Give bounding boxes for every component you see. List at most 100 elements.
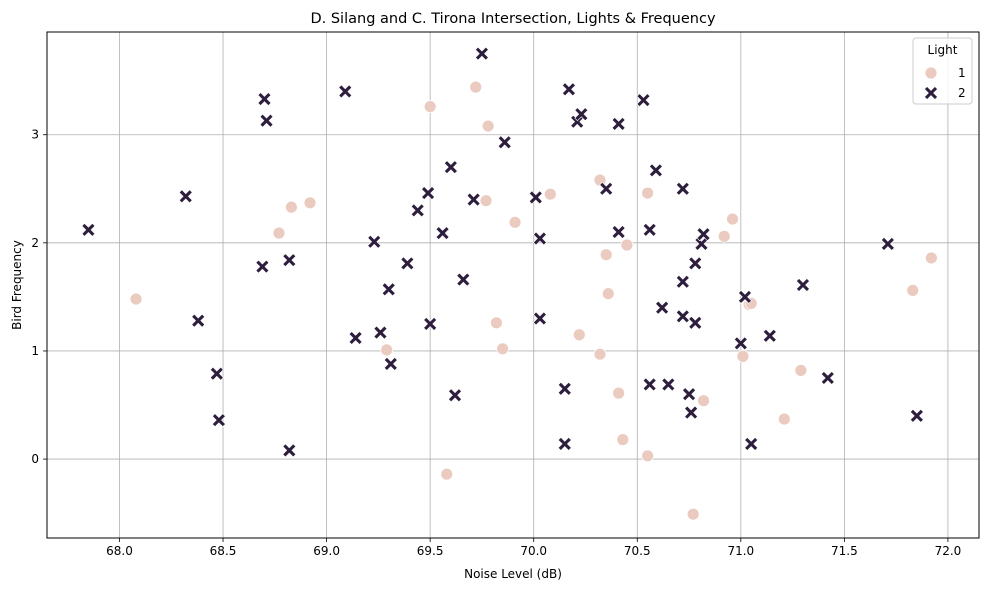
data-point-light-2 [694, 236, 709, 251]
data-point-light-1 [496, 342, 510, 356]
data-point-light-2 [599, 181, 614, 196]
chart-title: D. Silang and C. Tirona Intersection, Li… [310, 11, 715, 27]
data-point-light-2 [400, 256, 415, 271]
data-point-light-2 [423, 316, 438, 331]
data-point-light-1 [794, 364, 808, 377]
x-tick-label: 70.0 [520, 544, 547, 558]
data-point-light-2 [738, 289, 752, 304]
data-point-light-2 [611, 116, 626, 131]
data-point-light-1 [284, 200, 298, 214]
data-point-light-2 [421, 186, 436, 201]
data-point-light-2 [435, 226, 450, 241]
legend: Light 12 [912, 37, 973, 105]
legend-label-1: 1 [958, 66, 966, 80]
data-point-light-2 [675, 181, 690, 196]
data-point-light-1 [272, 226, 286, 240]
data-point-light-2 [348, 331, 363, 345]
y-tick-label: 0 [31, 452, 39, 466]
data-point-light-2 [688, 315, 703, 330]
x-axis-label: Noise Level (dB) [464, 567, 562, 581]
data-point-light-2 [367, 234, 382, 249]
legend-entries: 12 [924, 66, 966, 100]
data-point-light-2 [257, 92, 272, 106]
data-point-light-2 [675, 309, 690, 324]
data-point-light-2 [282, 443, 297, 458]
data-point-light-2 [282, 253, 297, 268]
data-point-light-2 [642, 377, 657, 392]
data-point-light-2 [762, 328, 777, 343]
data-point-light-1 [479, 194, 493, 208]
data-point-light-1 [777, 412, 791, 426]
data-point-light-2 [443, 160, 458, 175]
data-point-light-1 [481, 119, 495, 133]
data-point-light-1 [129, 292, 143, 306]
data-point-light-1 [620, 238, 634, 252]
data-point-light-2 [338, 84, 353, 99]
data-point-light-2 [209, 366, 224, 381]
data-point-light-2 [497, 135, 512, 150]
data-point-light-1 [726, 212, 739, 226]
data-point-light-2 [648, 163, 663, 178]
data-point-light-1 [612, 386, 626, 400]
data-point-light-1 [490, 316, 503, 330]
data-point-light-2 [191, 313, 206, 328]
data-points [81, 46, 938, 521]
data-point-light-1 [303, 196, 317, 210]
data-point-light-2 [456, 272, 471, 287]
x-tick-label: 70.5 [624, 544, 651, 558]
y-tick-label: 1 [31, 344, 39, 358]
legend-title: Light [928, 43, 958, 57]
data-point-light-1 [697, 394, 710, 408]
data-point-light-2 [796, 278, 810, 292]
data-point-light-2 [820, 371, 835, 385]
data-point-light-2 [909, 408, 924, 423]
data-point-light-2 [655, 300, 670, 315]
data-point-light-2 [211, 413, 226, 428]
data-point-light-1 [423, 100, 437, 114]
data-point-light-1 [440, 467, 454, 481]
data-point-light-1 [599, 248, 613, 262]
data-point-light-2 [744, 437, 759, 451]
data-point-light-2 [410, 203, 425, 218]
data-point-light-2 [675, 274, 690, 289]
x-tick-label: 72.0 [935, 544, 962, 558]
data-point-light-2 [178, 189, 193, 204]
data-point-light-2 [611, 225, 626, 239]
data-point-light-2 [259, 113, 274, 128]
data-point-light-2 [466, 192, 481, 207]
gridlines [47, 32, 979, 538]
x-tick-label: 71.0 [727, 544, 754, 558]
data-point-light-1 [508, 215, 522, 229]
data-point-light-2 [682, 387, 696, 402]
data-point-light-2 [557, 437, 572, 451]
data-point-light-1 [641, 186, 655, 200]
x-tick-label: 68.0 [106, 544, 133, 558]
data-point-light-2 [81, 222, 96, 237]
data-point-light-2 [733, 336, 748, 351]
data-point-light-1 [593, 347, 607, 361]
x-tick-label: 71.5 [831, 544, 858, 558]
x-tick-label: 69.5 [417, 544, 444, 558]
data-point-light-1 [686, 507, 700, 521]
data-point-light-1 [717, 229, 731, 243]
data-point-light-2 [688, 256, 703, 271]
axis-ticks: 68.0 68.5 69.0 69.5 70.0 70.5 71.0 71.5 72.0 0 1 2 3 [31, 128, 961, 558]
y-tick-label: 2 [31, 236, 39, 250]
data-point-light-2 [642, 222, 657, 237]
legend-label-2: 2 [958, 86, 966, 100]
data-point-light-2 [381, 282, 396, 297]
data-point-light-1 [906, 284, 920, 297]
data-point-light-2 [684, 405, 699, 420]
data-point-light-2 [532, 311, 547, 326]
data-point-light-2 [255, 259, 270, 274]
x-tick-label: 69.0 [313, 544, 340, 558]
data-point-light-1 [543, 187, 557, 201]
data-point-light-1 [601, 287, 615, 301]
data-point-light-1 [469, 80, 483, 94]
data-point-light-1 [641, 449, 655, 463]
data-point-light-2 [383, 357, 398, 371]
data-point-light-2 [373, 325, 388, 340]
plot-frame [46, 31, 980, 539]
data-point-light-2 [557, 381, 572, 396]
